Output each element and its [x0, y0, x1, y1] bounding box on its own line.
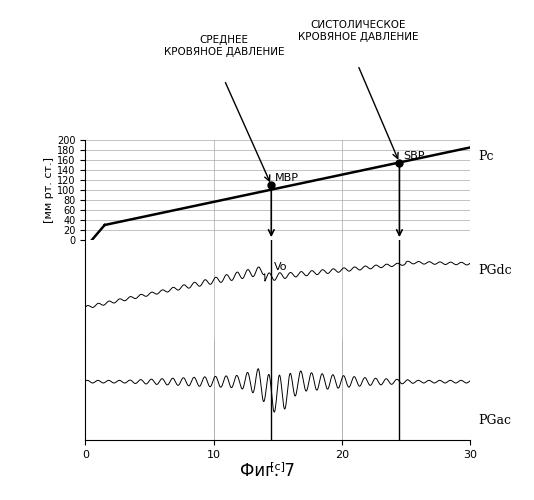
Text: Фиг. 7: Фиг. 7 [240, 462, 294, 480]
Text: MBP: MBP [275, 173, 299, 183]
Text: PGac: PGac [478, 414, 511, 426]
X-axis label: [с]: [с] [270, 461, 285, 471]
Text: СРЕДНЕЕ
КРОВЯНОЕ ДАВЛЕНИЕ: СРЕДНЕЕ КРОВЯНОЕ ДАВЛЕНИЕ [164, 35, 285, 56]
Text: Pc: Pc [478, 150, 493, 163]
Text: Vo: Vo [274, 262, 287, 272]
Text: СИСТОЛИЧЕСКОЕ
КРОВЯНОЕ ДАВЛЕНИЕ: СИСТОЛИЧЕСКОЕ КРОВЯНОЕ ДАВЛЕНИЕ [297, 20, 418, 42]
Y-axis label: [мм рт. ст.]: [мм рт. ст.] [44, 157, 54, 223]
Text: PGdc: PGdc [478, 264, 512, 276]
Text: SBP: SBP [403, 151, 425, 161]
